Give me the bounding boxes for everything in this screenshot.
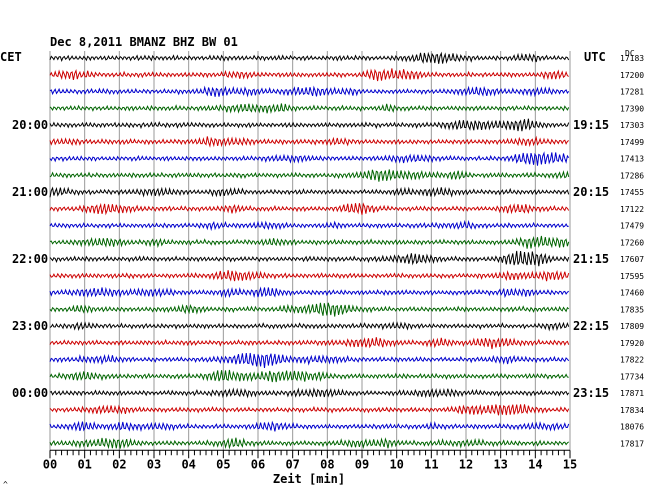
x-tick-label: 07 — [285, 457, 299, 471]
cet-time-label: 23:00 — [12, 319, 48, 333]
trace-line — [50, 203, 569, 215]
cet-time-label: 20:00 — [12, 118, 48, 132]
dc-value: 18076 — [620, 423, 644, 432]
cet-label: CET — [0, 50, 22, 64]
cet-time-labels: 20:00 21:00 22:00 23:00 00:00 — [12, 118, 48, 400]
trace-line — [50, 53, 569, 64]
trace-line — [50, 438, 569, 449]
x-axis-label: Zeit [min] — [273, 472, 345, 486]
dc-value: 17286 — [620, 171, 644, 180]
dc-value: 17455 — [620, 188, 644, 197]
trace-line — [50, 337, 569, 349]
dc-value: 17260 — [620, 238, 644, 247]
x-tick-label: 04 — [181, 457, 195, 471]
x-tick-label: 14 — [528, 457, 542, 471]
trace-line — [50, 104, 569, 114]
trace-line — [50, 222, 569, 229]
dc-value: 17871 — [620, 389, 644, 398]
trace-line — [50, 187, 569, 197]
dc-value: 17122 — [620, 205, 644, 214]
x-tick-label: 09 — [355, 457, 369, 471]
dc-value: 17809 — [620, 322, 644, 331]
x-tick-label: 02 — [112, 457, 126, 471]
dc-value: 17595 — [620, 272, 644, 281]
dc-value: 17822 — [620, 356, 644, 365]
x-tick-label: 12 — [459, 457, 473, 471]
dc-value: 17817 — [620, 439, 644, 448]
trace-line — [50, 236, 569, 249]
dc-value: 17390 — [620, 104, 644, 113]
dc-value: 17303 — [620, 121, 644, 130]
dc-value: 17479 — [620, 222, 644, 231]
x-tick-label: 13 — [493, 457, 507, 471]
trace-line — [50, 136, 569, 146]
dc-value: 17834 — [620, 406, 644, 415]
trace-line — [50, 270, 569, 281]
utc-time-labels: 19:15 20:15 21:15 22:15 23:15 — [573, 118, 609, 400]
x-axis: 00 01 02 03 04 05 06 07 08 09 10 11 12 13 14 15 — [43, 450, 577, 471]
dc-value: 17460 — [620, 289, 644, 298]
x-tick-label: 15 — [563, 457, 577, 471]
dc-value: 17499 — [620, 138, 644, 147]
trace-line — [50, 288, 569, 298]
utc-time-label: 22:15 — [573, 319, 609, 333]
trace-line — [50, 152, 569, 165]
utc-time-label: 19:15 — [573, 118, 609, 132]
x-tick-label: 11 — [424, 457, 438, 471]
dc-value: 17734 — [620, 372, 644, 381]
x-tick-label: 06 — [251, 457, 265, 471]
dc-value: 17413 — [620, 155, 644, 164]
seismic-traces — [50, 53, 569, 449]
trace-line — [50, 370, 569, 382]
trace-line — [50, 87, 569, 97]
trace-line — [50, 119, 569, 132]
x-tick-label: 01 — [77, 457, 91, 471]
dc-value: 17835 — [620, 305, 644, 314]
utc-time-label: 23:15 — [573, 386, 609, 400]
utc-time-label: 20:15 — [573, 185, 609, 199]
utc-time-label: 21:15 — [573, 252, 609, 266]
dc-value: 17607 — [620, 255, 644, 264]
trace-line — [50, 353, 569, 368]
utc-label: UTC — [584, 50, 606, 64]
trace-line — [50, 389, 569, 397]
dc-value: 17281 — [620, 88, 644, 97]
x-tick-label: 08 — [320, 457, 334, 471]
dc-value: 17183 — [620, 54, 644, 63]
trace-line — [50, 303, 569, 317]
x-tick-label: 03 — [147, 457, 161, 471]
trace-line — [50, 404, 569, 415]
x-tick-label: 00 — [43, 457, 57, 471]
cet-time-label: 00:00 — [12, 386, 48, 400]
dc-values: 17183 17200 17281 17390 17303 17499 17413 17286… — [620, 54, 644, 448]
dc-value: 17200 — [620, 71, 644, 80]
trace-line — [50, 170, 569, 182]
trace-line — [50, 251, 569, 266]
x-tick-label: 10 — [389, 457, 403, 471]
x-tick-label: 05 — [216, 457, 230, 471]
trace-line — [50, 68, 569, 81]
cet-time-label: 21:00 — [12, 185, 48, 199]
trace-line — [50, 323, 569, 330]
chart-title: Dec 8,2011 BMANZ BHZ BW 01 — [50, 35, 238, 49]
dc-value: 17920 — [620, 339, 644, 348]
footer-mark: ^ — [3, 480, 8, 489]
trace-line — [50, 422, 569, 432]
cet-time-label: 22:00 — [12, 252, 48, 266]
